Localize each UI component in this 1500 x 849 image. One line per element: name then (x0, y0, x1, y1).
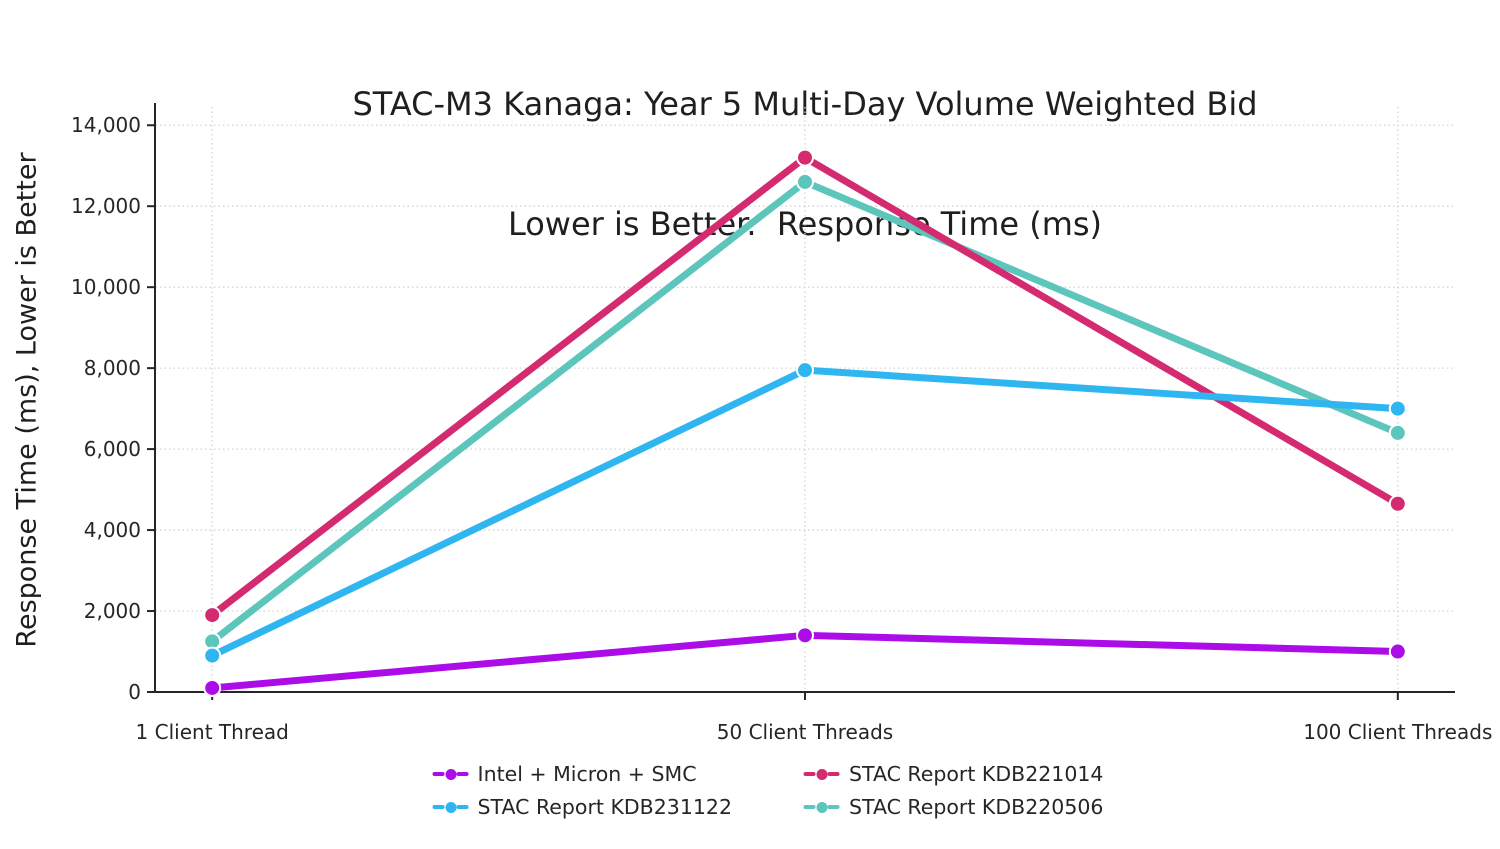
series-point-0-0 (203, 678, 222, 697)
y-tick-label: 6,000 (84, 437, 141, 461)
series-point-2-0 (203, 646, 222, 665)
series-point-1-1 (796, 148, 814, 167)
x-tick-label: 50 Client Threads (717, 720, 893, 744)
chart-title: STAC-M3 Kanaga: Year 5 Multi-Day Volume … (155, 4, 1455, 324)
x-tick-label: 1 Client Thread (136, 720, 289, 744)
legend-line-marker (432, 801, 469, 813)
legend-line-segment (432, 804, 445, 810)
legend: Intel + Micron + SMC STAC Report KDB2210… (432, 760, 1103, 821)
legend-line-segment (828, 771, 840, 777)
series-point-1-2 (1388, 494, 1407, 513)
legend-item-intel-micron-smc: Intel + Micron + SMC (432, 760, 732, 788)
legend-line-marker (804, 801, 840, 813)
legend-line-segment (804, 771, 816, 777)
legend-line-segment (804, 804, 816, 810)
legend-line-marker (804, 768, 840, 780)
y-tick-label: 0 (128, 680, 141, 704)
series-point-2-2 (1388, 399, 1407, 418)
y-tick-label: 14,000 (71, 113, 141, 137)
y-tick-label: 8,000 (84, 356, 141, 380)
y-tick-label: 2,000 (84, 599, 141, 623)
legend-label: STAC Report KDB231122 (477, 795, 732, 819)
legend-dot-marker (445, 768, 457, 780)
legend-dot-marker (816, 768, 828, 780)
legend-line-segment (456, 771, 469, 777)
series-point-0-1 (796, 626, 814, 645)
legend-dot-marker (445, 801, 457, 813)
legend-item-kdb231122: STAC Report KDB231122 (432, 793, 732, 821)
x-tick-label: 100 Client Threads (1303, 720, 1492, 744)
series-point-3-1 (796, 172, 814, 191)
legend-item-kdb221014: STAC Report KDB221014 (804, 760, 1103, 788)
legend-line-marker (432, 768, 469, 780)
y-tick-label: 12,000 (71, 194, 141, 218)
legend-line-segment (456, 804, 469, 810)
legend-line-segment (432, 771, 445, 777)
legend-label: STAC Report KDB221014 (849, 762, 1104, 786)
series-point-1-0 (203, 606, 222, 625)
y-tick-label: 10,000 (71, 275, 141, 299)
series-point-3-2 (1388, 423, 1407, 442)
chart-title-line-1: STAC-M3 Kanaga: Year 5 Multi-Day Volume … (352, 85, 1258, 123)
series-point-2-1 (796, 361, 814, 380)
legend-item-kdb220506: STAC Report KDB220506 (804, 793, 1103, 821)
legend-label: Intel + Micron + SMC (477, 762, 697, 786)
y-tick-label: 4,000 (84, 518, 141, 542)
series-point-0-2 (1388, 642, 1407, 661)
legend-line-segment (828, 804, 840, 810)
legend-label: STAC Report KDB220506 (849, 795, 1104, 819)
legend-dot-marker (816, 801, 828, 813)
